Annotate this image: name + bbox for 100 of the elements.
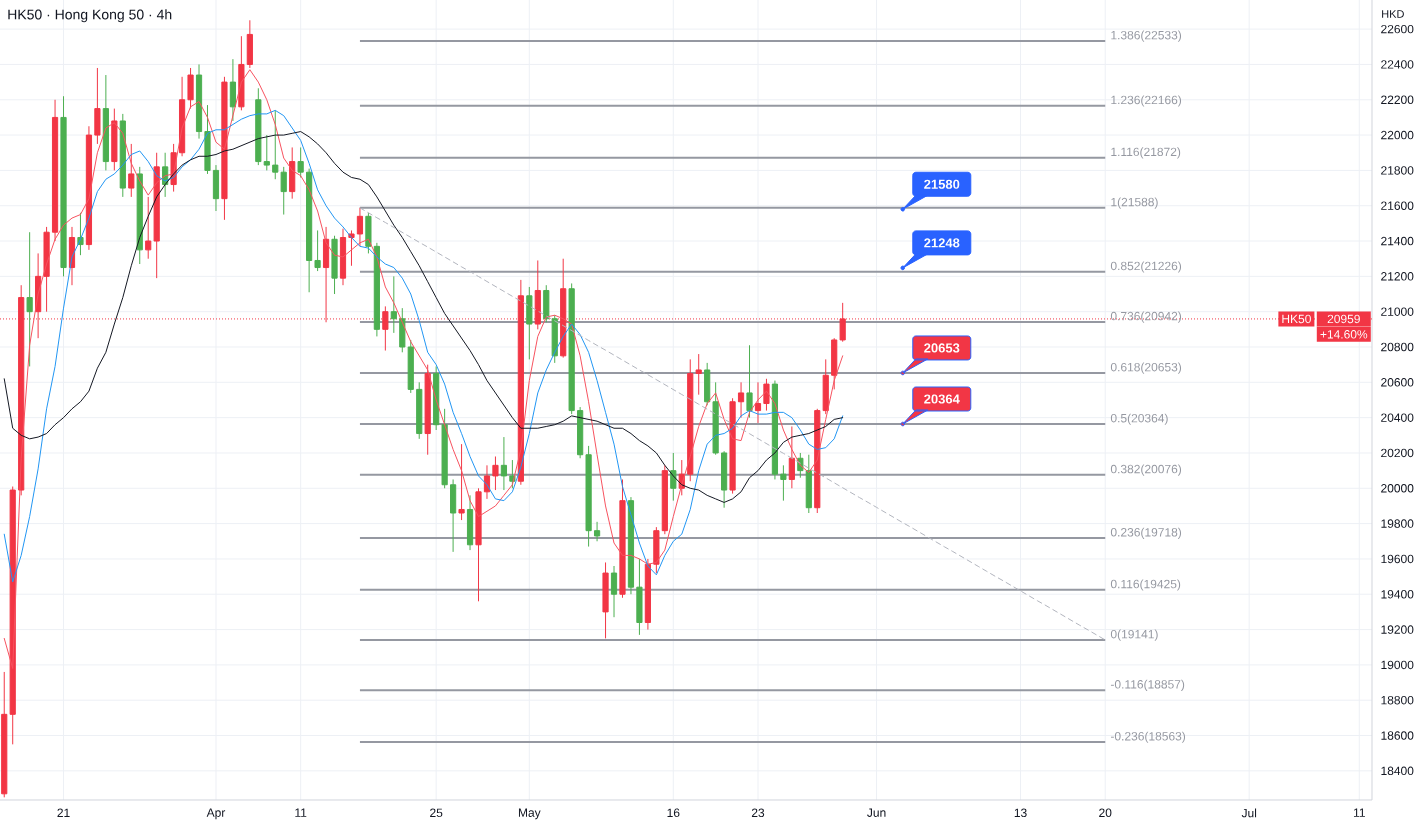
candlestick [238,35,245,111]
ref-line-label: 0.236(19718) [1110,527,1182,539]
x-tick-label: May [518,808,541,820]
y-tick-label: 20000 [1381,484,1414,493]
candlestick [60,95,67,277]
x-tick-label: 21 [57,808,70,817]
y-tick-label: 20600 [1381,378,1414,387]
candlestick [500,436,508,491]
y-tick-label: 20800 [1381,342,1414,352]
candlestick [450,478,457,553]
candlestick [636,558,643,636]
candlestick [416,381,423,440]
ref-line-label: -0.236(18563) [1110,731,1186,743]
candlestick [746,344,753,419]
y-tick-label: 22600 [1381,24,1414,34]
ref-line-label: 0.852(21226) [1110,261,1182,273]
candlestick [331,235,338,295]
candlestick [721,450,728,509]
candlestick [51,99,59,242]
candlestick [94,67,101,145]
ref-line-label: 0.618(20653) [1110,362,1182,374]
y-tick-label: 22000 [1381,130,1414,140]
x-tick-label: 11 [295,808,307,817]
candlestick [805,454,812,514]
y-tick-label: 19400 [1381,590,1414,599]
candlestick [577,406,584,459]
text: HK50 [1282,314,1311,324]
candlestick [704,362,711,406]
candlestick [136,166,143,265]
candlestick [145,196,152,260]
candlestick [424,364,431,456]
candlestick [255,87,262,166]
x-tick-label: Apr [206,808,226,820]
y-tick-label: 19000 [1381,660,1414,670]
candlestick [712,381,719,456]
y-tick-label: 18800 [1381,695,1414,705]
candlestick [458,443,465,521]
candlestick [475,487,482,602]
candlestick [661,464,668,535]
candlestick [788,425,795,489]
candlestick [221,76,228,221]
candlestick [610,565,618,618]
text: HK50 · Hong Kong 50 · 4h [8,9,172,23]
candlestick [619,478,626,599]
candlestick [593,521,601,542]
candlestick [492,456,499,491]
candlestick [9,486,16,745]
candlestick [763,378,770,412]
candlestick [153,152,160,279]
y-tick-label: 18600 [1381,731,1414,740]
candlestick [26,231,33,367]
y-tick-label: 21200 [1381,272,1414,281]
candlestick [729,397,736,495]
candlestick [314,229,321,272]
ref-line-label: 1.116(21872) [1111,147,1181,159]
candlestick [128,143,135,198]
y-tick-label: 20400 [1381,413,1414,422]
candlestick [551,314,558,364]
candlestick [695,353,702,396]
ref-line-label: 0.5(20364) [1110,413,1168,425]
candlestick [780,464,787,502]
candlestick [111,108,118,171]
y-tick-label: 21400 [1381,236,1414,246]
x-tick-label: 25 [430,808,443,818]
candlestick [68,226,76,286]
ref-line-label: 20959 [1327,314,1360,324]
ref-line-label: 1.386(22533) [1111,30,1182,42]
candlestick [43,226,50,313]
y-axis-title: HKD [1382,10,1404,18]
candlestick [306,168,313,293]
candlestick [204,104,211,175]
x-tick-label: 11 [1353,808,1365,817]
candlestick [246,19,253,69]
x-tick-label: 20 [1099,808,1112,818]
candlestick [585,445,592,548]
y-tick-label: 22200 [1381,95,1414,105]
annotation: +14.60% [1320,330,1368,339]
y-tick-label: 19600 [1381,554,1414,564]
y-tick-label: 21000 [1381,307,1414,316]
x-tick-label: Jul [1241,808,1257,818]
ref-line-label: 0.736(20942) [1110,311,1182,323]
candlestick [356,207,364,247]
candlestick [602,561,609,639]
candlestick [399,307,406,353]
candlestick [644,558,651,631]
candlestick [831,337,838,390]
candlestick [543,284,550,323]
y-tick-label: 19200 [1381,625,1414,634]
candlestick [1,671,8,798]
candlestick [670,452,677,502]
x-tick-label: 13 [1014,808,1027,818]
y-tick-label: 20200 [1381,448,1414,458]
candlestick [178,76,186,157]
x-tick-label: Jun [867,808,886,817]
candlestick [568,282,575,415]
ref-line-label: 0(19141) [1110,629,1158,641]
candlestick [195,63,203,140]
candlestick [466,494,474,551]
candlestick [229,58,237,122]
ref-line-label: 0.382(20076) [1110,464,1182,476]
